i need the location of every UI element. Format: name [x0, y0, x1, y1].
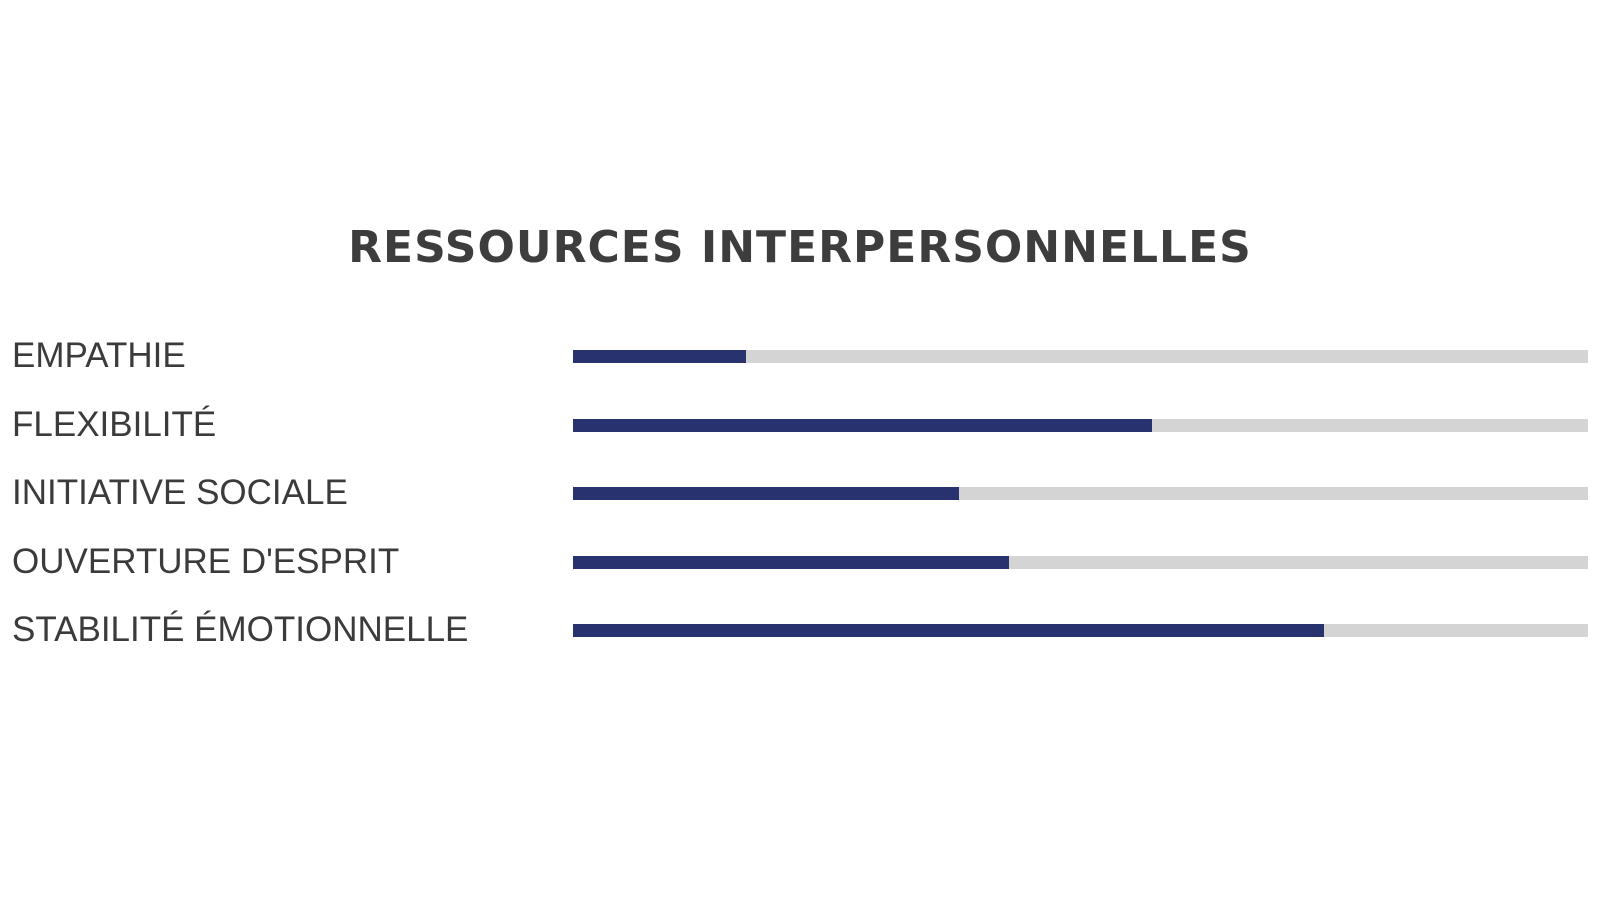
bar-row: STABILITÉ ÉMOTIONNELLE: [0, 605, 1600, 655]
bar-fill: [573, 418, 1152, 432]
bar-row: EMPATHIE: [0, 331, 1600, 381]
bar-track: [573, 624, 1588, 637]
bar-fill: [573, 624, 1325, 637]
bar-fill: [573, 555, 1010, 569]
bar-label: STABILITÉ ÉMOTIONNELLE: [12, 610, 469, 649]
bar-track: [573, 555, 1588, 569]
bar-track: [573, 350, 1588, 363]
chart-title: RESSOURCES INTERPERSONNELLES: [348, 222, 1252, 273]
bar-label: EMPATHIE: [12, 336, 186, 375]
bar-fill: [573, 487, 959, 500]
bar-fill: [573, 350, 746, 363]
bar-row: FLEXIBILITÉ: [0, 400, 1600, 450]
bar-track: [573, 487, 1588, 500]
bar-track: [573, 418, 1588, 432]
bar-row: INITIATIVE SOCIALE: [0, 468, 1600, 518]
bar-row: OUVERTURE D'ESPRIT: [0, 537, 1600, 587]
bar-label: INITIATIVE SOCIALE: [12, 473, 348, 512]
bar-label: FLEXIBILITÉ: [12, 404, 217, 444]
bar-label: OUVERTURE D'ESPRIT: [12, 541, 400, 581]
